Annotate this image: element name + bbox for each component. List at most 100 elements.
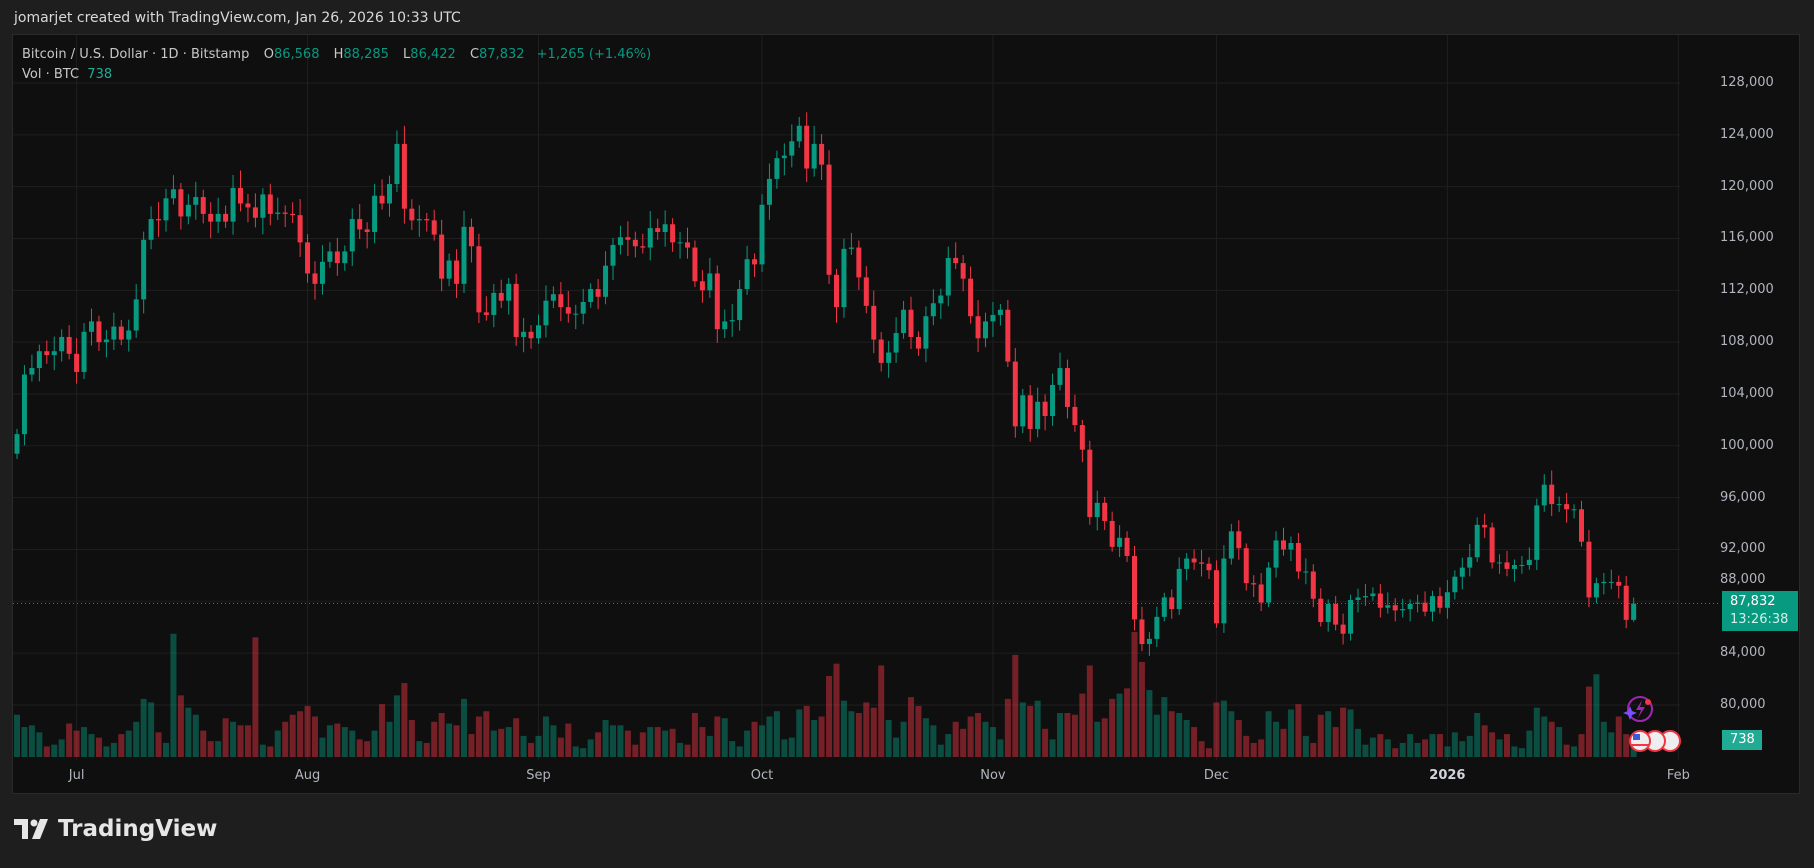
volume-bar: [908, 697, 914, 757]
candle-body: [1325, 603, 1331, 623]
close-label: C: [469, 47, 480, 62]
bar-countdown: 13:26:38: [1730, 612, 1789, 628]
current-price-tag: 87,832 13:26:38: [1722, 591, 1798, 632]
price-tick-label: 84,000: [1720, 645, 1766, 661]
candle-body: [163, 198, 169, 221]
candle-body: [699, 281, 705, 291]
candle-body: [476, 246, 482, 313]
symbol-title[interactable]: Bitcoin / U.S. Dollar · 1D · Bitstamp: [22, 47, 250, 62]
volume-bar: [878, 665, 885, 757]
candle-body: [841, 248, 847, 308]
candle-body: [446, 260, 452, 279]
candle-body: [1191, 558, 1197, 563]
volume-bar: [274, 730, 281, 757]
volume-bar: [870, 707, 877, 757]
candle-body: [148, 219, 154, 240]
candle-body: [647, 228, 653, 248]
volume-bar: [505, 727, 512, 757]
candle-body: [1579, 509, 1584, 542]
candle-body: [1526, 559, 1532, 566]
volume-bar: [1153, 714, 1160, 757]
volume-row: Vol · BTC 738: [22, 65, 659, 85]
volume-bar: [1287, 709, 1294, 757]
volume-bar: [1436, 734, 1443, 757]
volume-bar: [88, 734, 95, 757]
volume-bar: [1600, 721, 1607, 757]
volume-bar: [148, 702, 155, 757]
candle-body: [871, 305, 877, 340]
candle-body: [141, 239, 147, 300]
volume-bar: [1057, 712, 1063, 757]
candle-body: [1586, 541, 1592, 598]
candle-body: [1593, 583, 1599, 598]
volume-bar: [393, 695, 400, 757]
volume-bar: [1340, 707, 1347, 757]
volume-bar: [788, 737, 795, 757]
volume-bar: [691, 712, 698, 757]
volume-bar: [885, 720, 892, 757]
volume-bar: [647, 727, 654, 757]
candle-body: [856, 247, 862, 278]
volume-bar: [1377, 734, 1384, 757]
candle-body: [491, 292, 497, 315]
volume-bar: [461, 698, 467, 757]
candle-body: [744, 259, 750, 290]
volume-bar: [1548, 721, 1555, 757]
candle-body: [252, 207, 258, 218]
candle-body: [677, 242, 683, 244]
candle-body: [290, 213, 296, 216]
volume-bar: [1206, 748, 1212, 757]
candle-body: [819, 143, 825, 165]
candle-body: [1601, 581, 1607, 584]
candle-body: [506, 283, 512, 301]
candle-body: [1124, 537, 1130, 556]
candle-body: [1079, 425, 1085, 450]
volume-bar: [177, 695, 184, 757]
volume-bar: [863, 702, 870, 757]
volume-bar: [997, 739, 1004, 757]
candle-body: [781, 155, 787, 159]
candle-body: [1407, 603, 1413, 610]
volume-bar: [1265, 711, 1272, 757]
volume-bar: [326, 725, 333, 757]
volume-bar: [1325, 711, 1332, 757]
candle-body: [1437, 596, 1443, 608]
candle-body: [834, 274, 839, 308]
candle-body: [625, 237, 631, 240]
volume-bar: [1258, 739, 1265, 757]
candle-body: [74, 353, 80, 372]
volume-title[interactable]: Vol · BTC: [22, 67, 80, 82]
candle-body: [610, 244, 616, 266]
current-price: 87,832: [1730, 594, 1776, 610]
volume-bar: [185, 707, 192, 757]
volume-bar: [1623, 734, 1630, 757]
candle-body: [774, 158, 780, 179]
volume-bar: [289, 714, 296, 757]
candle-body: [1497, 562, 1503, 564]
candle-body: [1474, 524, 1480, 558]
volume-bar: [1451, 732, 1458, 757]
volume-bar: [945, 734, 952, 757]
volume-bar: [1347, 709, 1354, 757]
candle-body: [170, 189, 176, 199]
volume-bar: [848, 711, 855, 757]
chart-pane[interactable]: [12, 34, 1800, 794]
tradingview-logo[interactable]: TradingView: [14, 816, 217, 842]
time-tick-label: Sep: [526, 768, 551, 783]
candle-body: [401, 143, 407, 209]
candle-body: [714, 273, 720, 330]
volume-bar: [222, 718, 229, 757]
volume-bar: [21, 727, 28, 757]
candle-body: [1608, 581, 1614, 583]
candle-body: [461, 226, 467, 284]
candle-body: [111, 326, 117, 340]
candle-body: [595, 289, 601, 297]
volume-bar: [259, 744, 266, 757]
time-tick-label: 2026: [1429, 768, 1466, 783]
volume-bar: [1019, 702, 1026, 757]
candle-body: [1467, 557, 1473, 568]
volume-bar: [58, 739, 65, 757]
candle-body: [580, 301, 586, 314]
volume-bar: [684, 744, 691, 757]
